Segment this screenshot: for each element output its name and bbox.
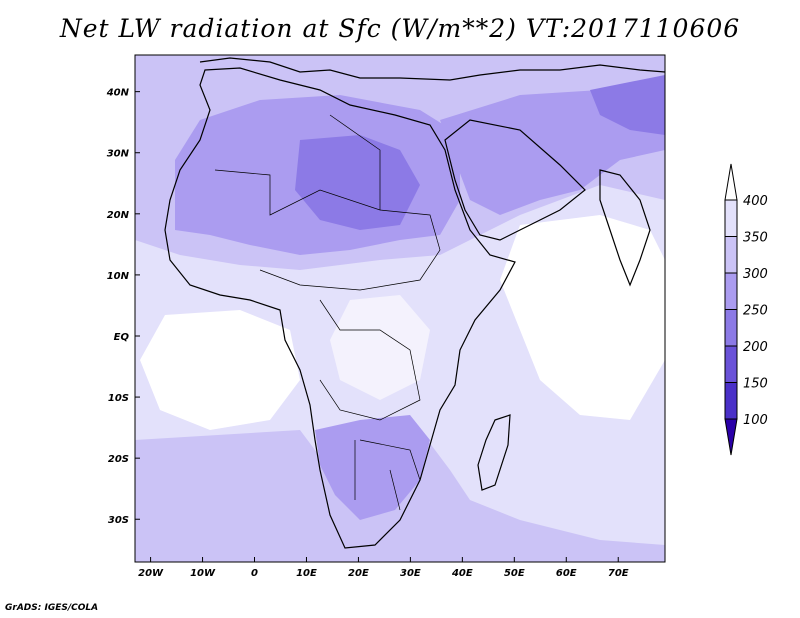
colorbar-top-extension	[724, 163, 738, 201]
border-south	[354, 439, 421, 511]
africa-coastline	[164, 67, 516, 549]
lat-tick-label: 10N	[107, 271, 130, 282]
lon-tick-label: 50E	[504, 568, 525, 579]
lat-tick-label: 10S	[108, 393, 129, 404]
colorbar-bottom-extension	[724, 418, 738, 456]
lat-tick-label: 20S	[108, 454, 129, 465]
border-central	[319, 299, 421, 421]
lat-axis: 40N 30N 20N 10N EQ 10S 20S 30S	[106, 88, 140, 526]
colorbar-segment	[724, 345, 738, 383]
lon-tick-label: 30E	[400, 568, 421, 579]
border-sahel	[259, 209, 441, 291]
field-asia-core	[590, 75, 665, 135]
lon-tick-label: 10E	[296, 568, 317, 579]
colorbar: 400 350 300 250 200 150 100	[724, 163, 768, 456]
lon-tick-label: 10W	[190, 568, 216, 579]
country-borders	[214, 114, 441, 511]
field-sahara-core	[295, 135, 420, 230]
border-west-sahara	[214, 114, 381, 216]
colorbar-level-label: 300	[743, 267, 768, 282]
field-cloud-atlantic	[140, 310, 300, 430]
colorbar-segment	[724, 272, 738, 310]
lon-axis: 20W 10W 0 10E 20E 30E 40E 50E 60E 70E	[138, 557, 629, 579]
colorbar-level-label: 150	[743, 377, 768, 392]
colorbar-level-label: 250	[743, 304, 768, 319]
field-cloud-indian	[500, 215, 665, 420]
lon-tick-label: 20W	[138, 568, 164, 579]
lon-tick-label: 0	[251, 568, 258, 579]
coastlines	[164, 57, 665, 549]
lat-tick-label: 30S	[108, 515, 129, 526]
lon-tick-label: 60E	[556, 568, 577, 579]
field-southern-africa	[315, 415, 430, 520]
colorbar-level-label: 200	[743, 340, 768, 355]
colorbar-segment	[724, 309, 738, 347]
lat-tick-label: EQ	[114, 332, 130, 343]
lat-tick-label: 20N	[107, 210, 130, 221]
lon-tick-label: 20E	[348, 568, 369, 579]
lon-tick-label: 70E	[608, 568, 629, 579]
shaded-field	[135, 55, 665, 562]
colorbar-level-label: 350	[743, 231, 768, 246]
madagascar-coastline	[477, 414, 511, 491]
field-cloud-congo	[330, 295, 430, 400]
arabia-coastline	[444, 119, 586, 241]
lat-tick-label: 40N	[106, 88, 130, 99]
map-title: Net LW radiation at Sfc (W/m**2) VT:2017…	[59, 14, 741, 43]
india-coastline	[599, 169, 651, 287]
colorbar-segment	[724, 382, 738, 420]
lat-tick-label: 30N	[107, 149, 130, 160]
europe-coastline	[199, 57, 665, 81]
colorbar-level-label: 400	[743, 194, 768, 209]
colorbar-segment	[724, 199, 738, 237]
plot-frame	[134, 54, 666, 563]
colorbar-level-label: 100	[743, 413, 768, 428]
lon-tick-label: 40E	[451, 568, 473, 579]
footer-credit: GrADS: IGES/COLA	[5, 603, 99, 613]
colorbar-segment	[724, 236, 738, 274]
